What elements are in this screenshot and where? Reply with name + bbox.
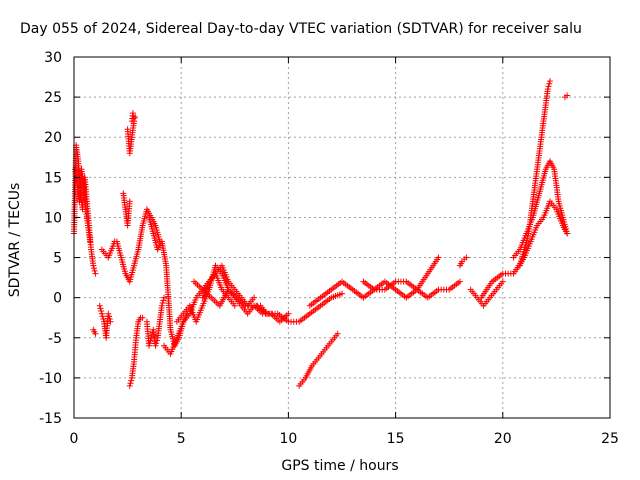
data-point bbox=[106, 313, 113, 320]
x-tick-label: 5 bbox=[177, 431, 186, 447]
series-arc-21 bbox=[467, 278, 506, 309]
y-axis-title: SDTVAR / TECUs bbox=[7, 183, 23, 298]
data-point bbox=[564, 230, 571, 237]
series-arc-6 bbox=[120, 190, 133, 229]
series-arc-22 bbox=[478, 198, 571, 301]
y-tick-label: 0 bbox=[53, 291, 62, 307]
data-point bbox=[564, 92, 571, 99]
data-point bbox=[132, 114, 139, 121]
data-point bbox=[339, 290, 345, 297]
data-point bbox=[97, 305, 104, 312]
series-arc-2 bbox=[72, 166, 94, 245]
data-point bbox=[96, 302, 103, 309]
data-point bbox=[153, 337, 160, 344]
data-point bbox=[285, 310, 292, 317]
y-tick-label: -15 bbox=[39, 411, 62, 427]
series-arc-18 bbox=[306, 254, 442, 309]
series-arc-10 bbox=[143, 294, 168, 349]
series-arc-5 bbox=[98, 206, 163, 285]
data-point bbox=[131, 118, 138, 125]
chart-title: Day 055 of 2024, Sidereal Day-to-day VTE… bbox=[20, 21, 582, 37]
x-tick-label: 25 bbox=[601, 431, 619, 447]
data-point bbox=[98, 310, 105, 317]
data-point bbox=[87, 238, 94, 245]
x-axis-title: GPS time / hours bbox=[281, 458, 398, 474]
y-tick-label: 5 bbox=[53, 251, 62, 267]
data-point bbox=[251, 294, 258, 301]
y-tick-label: 25 bbox=[44, 90, 62, 106]
data-point bbox=[463, 254, 470, 261]
data-point bbox=[546, 80, 553, 87]
series-arc-15 bbox=[199, 262, 258, 309]
data-point bbox=[92, 270, 99, 277]
data-point bbox=[91, 267, 98, 274]
y-tick-label: 20 bbox=[44, 130, 62, 146]
data-point bbox=[435, 254, 442, 261]
x-tick-label: 15 bbox=[387, 431, 405, 447]
data-point bbox=[99, 313, 106, 320]
series-arc-9 bbox=[126, 314, 146, 389]
data-point bbox=[128, 377, 135, 384]
data-point bbox=[152, 342, 159, 349]
series-arc-25 bbox=[561, 92, 571, 101]
series-arc-16 bbox=[253, 290, 345, 325]
y-tick-label: -5 bbox=[48, 331, 62, 347]
data-point bbox=[105, 310, 112, 317]
data-point bbox=[98, 308, 105, 315]
series-arc-20 bbox=[456, 254, 470, 269]
data-point bbox=[499, 278, 506, 285]
axis-ticks: 0 5 10 15 20 25 -15 -10 -5 0 5 10 15 20 25 30 bbox=[39, 50, 619, 447]
data-point bbox=[147, 337, 154, 344]
series-arc-3 bbox=[90, 326, 99, 337]
data-point bbox=[100, 316, 107, 323]
data-point bbox=[127, 380, 134, 387]
series-arc-24 bbox=[516, 78, 553, 269]
series-arc-4 bbox=[96, 302, 114, 341]
data-point bbox=[107, 318, 114, 325]
plot-frame bbox=[73, 56, 611, 419]
data-point bbox=[545, 83, 552, 90]
data-point bbox=[148, 334, 155, 341]
data-point bbox=[90, 262, 97, 269]
data-point bbox=[456, 278, 463, 285]
data-points bbox=[71, 78, 571, 389]
y-tick-label: 15 bbox=[44, 170, 62, 186]
data-point bbox=[153, 340, 160, 347]
x-tick-label: 20 bbox=[494, 431, 512, 447]
series-arc-7 bbox=[124, 118, 138, 157]
data-point bbox=[159, 300, 166, 307]
series-arc-17 bbox=[296, 330, 341, 389]
data-point bbox=[158, 302, 165, 309]
y-tick-label: -10 bbox=[39, 371, 62, 387]
data-point bbox=[91, 265, 98, 272]
data-point bbox=[126, 382, 133, 389]
data-point bbox=[544, 86, 551, 93]
y-tick-label: 30 bbox=[44, 50, 62, 66]
data-point bbox=[231, 302, 238, 309]
data-point bbox=[146, 340, 153, 347]
data-point bbox=[334, 330, 341, 337]
y-tick-label: 10 bbox=[44, 210, 62, 226]
data-point bbox=[92, 330, 99, 337]
x-tick-label: 0 bbox=[70, 431, 79, 447]
data-point bbox=[106, 316, 113, 323]
data-point bbox=[139, 314, 146, 321]
data-point bbox=[146, 342, 153, 349]
x-tick-label: 10 bbox=[279, 431, 297, 447]
grid bbox=[74, 57, 610, 418]
series-arc-8 bbox=[128, 110, 139, 125]
series-arc-19 bbox=[360, 278, 463, 301]
data-point bbox=[160, 297, 167, 304]
data-point bbox=[161, 294, 168, 301]
data-point bbox=[126, 198, 133, 205]
data-point bbox=[546, 78, 553, 85]
